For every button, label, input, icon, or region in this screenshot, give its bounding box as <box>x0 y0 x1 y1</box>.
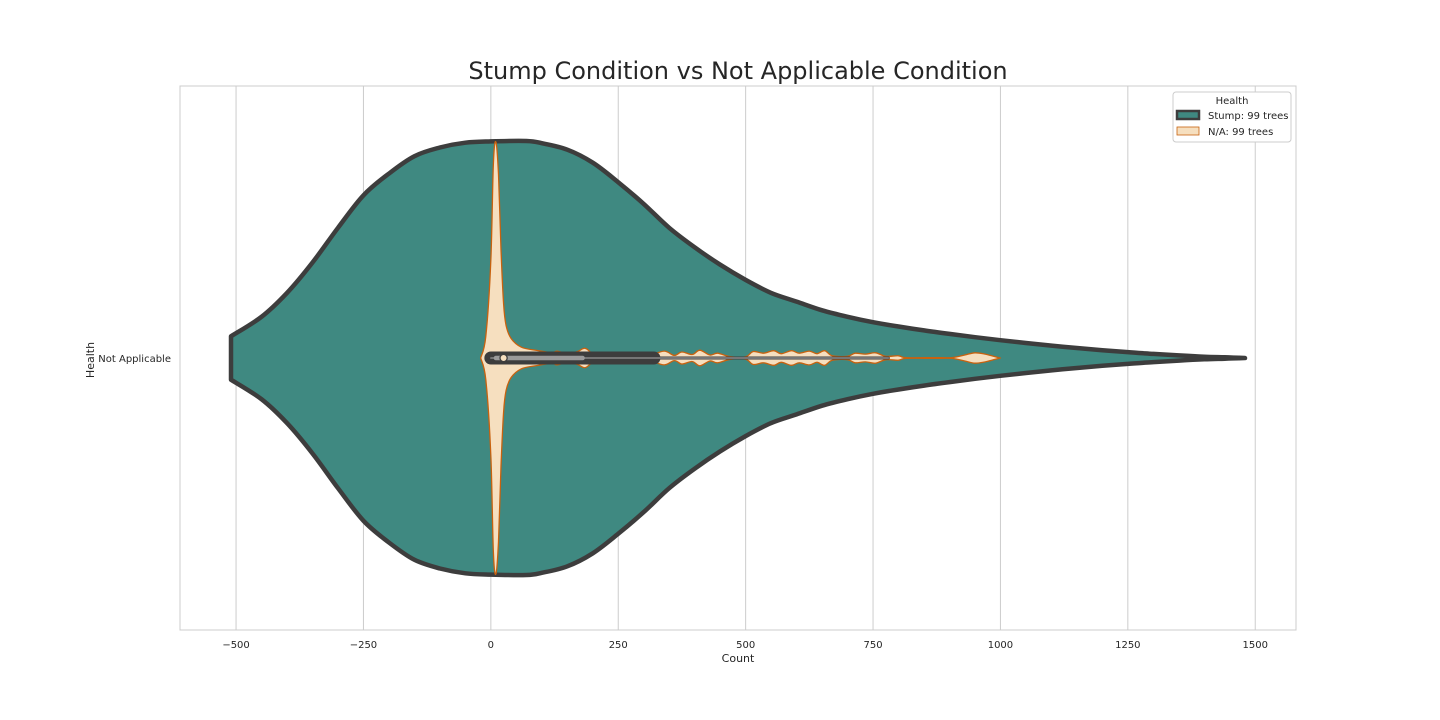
x-tick-label: 750 <box>863 640 882 651</box>
x-tick-label: 1000 <box>988 640 1013 651</box>
x-tick-label: 1250 <box>1115 640 1140 651</box>
median-marker <box>499 353 508 363</box>
x-tick-label: 250 <box>609 640 628 651</box>
legend: Health Stump: 99 trees N/A: 99 trees <box>1172 91 1292 143</box>
y-tick-label: Not Applicable <box>98 354 171 365</box>
y-axis-label: Health <box>84 342 97 378</box>
chart-title: Stump Condition vs Not Applicable Condit… <box>468 57 1007 85</box>
legend-swatch-na <box>1176 126 1200 136</box>
legend-label-na: N/A: 99 trees <box>1208 127 1273 138</box>
x-axis-ticks: −500 −250 0 250 500 750 1000 1250 1500 <box>222 640 1268 651</box>
legend-frame <box>1172 91 1292 143</box>
x-tick-label: −250 <box>350 640 377 651</box>
violins <box>228 138 1248 578</box>
plot-frame <box>179 85 1297 631</box>
x-axis-label: Count <box>722 652 755 665</box>
legend-title: Health <box>1216 96 1249 107</box>
x-tick-label: 0 <box>488 640 494 651</box>
x-tick-label: 500 <box>736 640 755 651</box>
x-tick-label: 1500 <box>1243 640 1268 651</box>
legend-swatch-stump <box>1175 109 1201 121</box>
legend-label-stump: Stump: 99 trees <box>1208 111 1288 122</box>
x-tick-label: −500 <box>222 640 249 651</box>
